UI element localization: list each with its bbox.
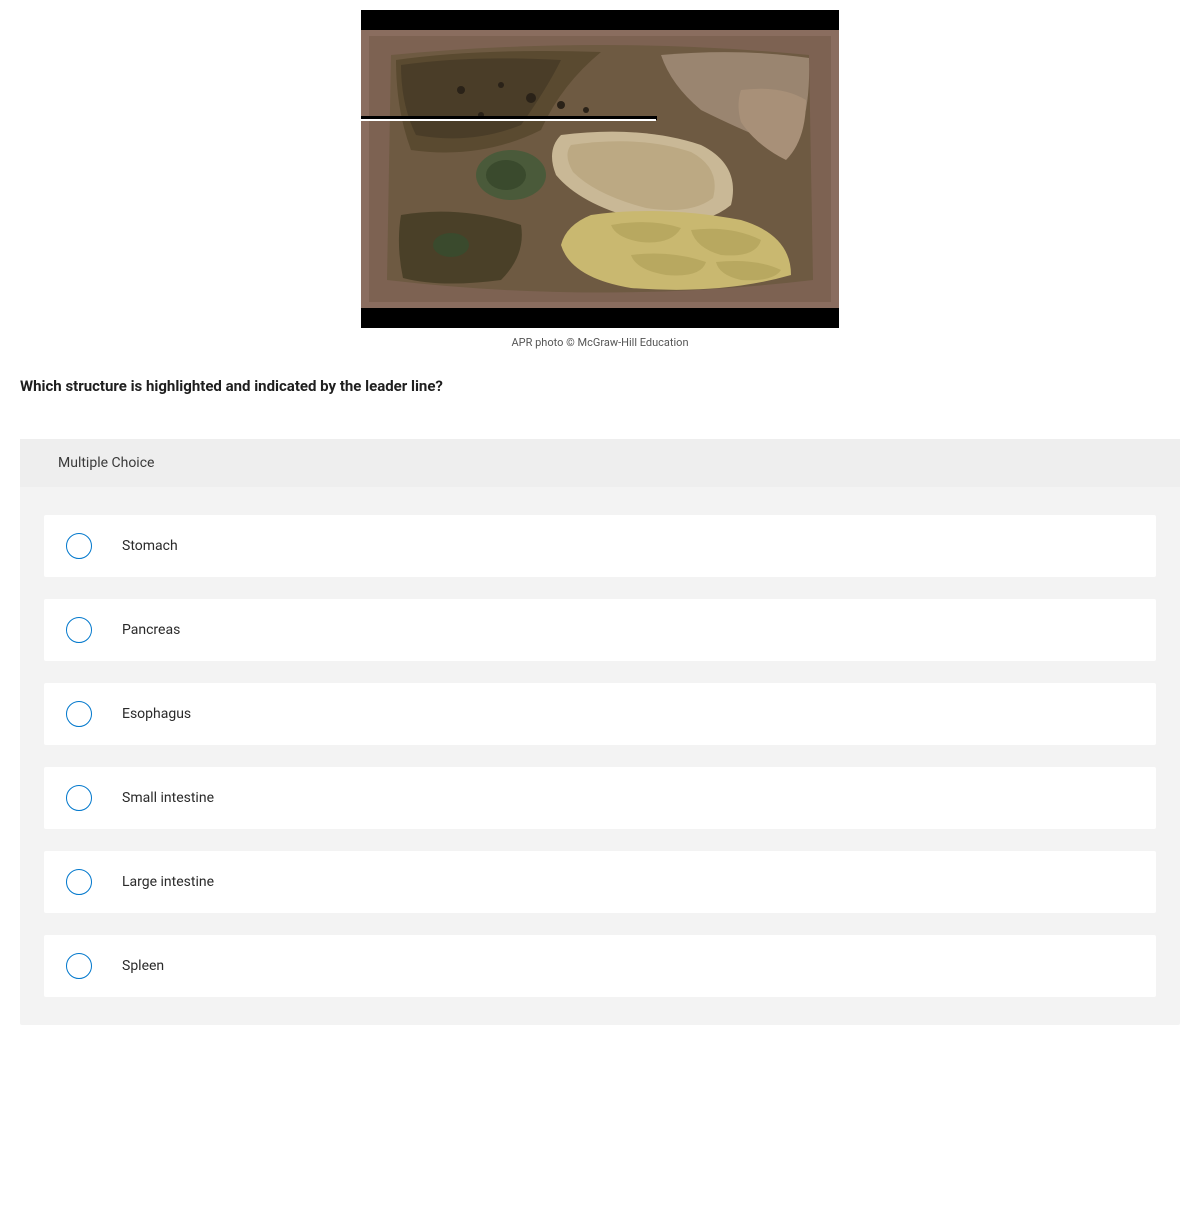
- radio-icon: [66, 701, 92, 727]
- multiple-choice-header: Multiple Choice: [20, 439, 1180, 487]
- radio-icon: [66, 869, 92, 895]
- option-stomach[interactable]: Stomach: [44, 515, 1156, 577]
- anatomy-image: [361, 30, 839, 308]
- option-label: Esophagus: [122, 706, 191, 722]
- option-pancreas[interactable]: Pancreas: [44, 599, 1156, 661]
- option-spleen[interactable]: Spleen: [44, 935, 1156, 997]
- image-wrapper: APR photo © McGraw-Hill Education: [20, 10, 1180, 349]
- radio-icon: [66, 617, 92, 643]
- option-label: Pancreas: [122, 622, 180, 638]
- anatomy-svg: [361, 30, 839, 308]
- options-area: Stomach Pancreas Esophagus Small intesti…: [20, 487, 1180, 997]
- multiple-choice-panel: Multiple Choice Stomach Pancreas Esophag…: [20, 439, 1180, 1025]
- question-text: Which structure is highlighted and indic…: [20, 377, 1180, 395]
- option-label: Spleen: [122, 958, 164, 974]
- image-block: [361, 10, 839, 328]
- option-small-intestine[interactable]: Small intestine: [44, 767, 1156, 829]
- radio-icon: [66, 953, 92, 979]
- option-label: Large intestine: [122, 874, 214, 890]
- radio-icon: [66, 785, 92, 811]
- page-container: APR photo © McGraw-Hill Education Which …: [0, 0, 1200, 1145]
- image-caption: APR photo © McGraw-Hill Education: [20, 336, 1180, 349]
- option-large-intestine[interactable]: Large intestine: [44, 851, 1156, 913]
- option-esophagus[interactable]: Esophagus: [44, 683, 1156, 745]
- option-label: Stomach: [122, 538, 178, 554]
- option-label: Small intestine: [122, 790, 214, 806]
- radio-icon: [66, 533, 92, 559]
